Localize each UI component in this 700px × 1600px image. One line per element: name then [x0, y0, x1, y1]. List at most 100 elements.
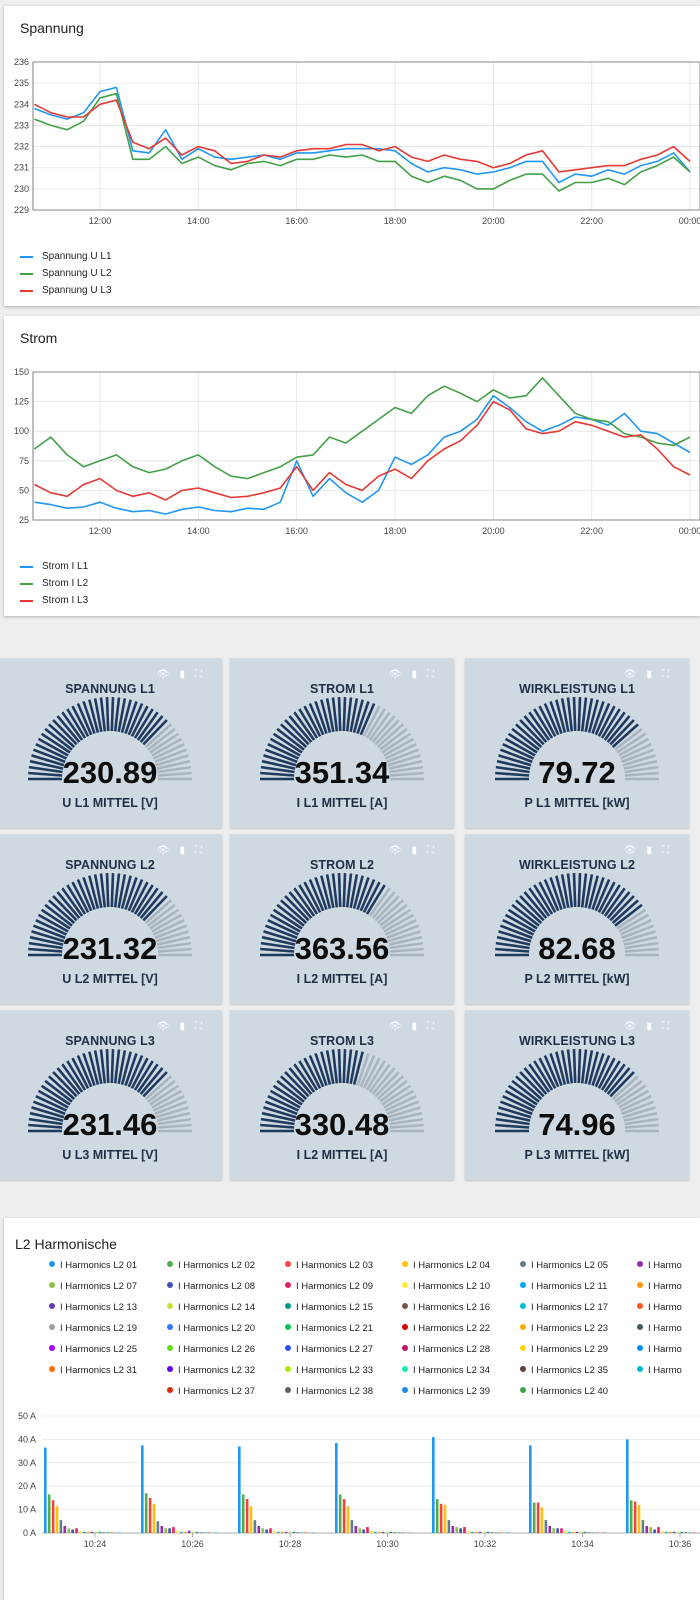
harmonics-legend-item[interactable]: I Harmonics L2 32 [167, 1365, 255, 1376]
harmonics-legend-item[interactable]: I Harmonics L2 26 [167, 1344, 255, 1355]
gauge-value: 231.32 [62, 931, 158, 966]
harmonics-legend-item[interactable]: I Harmonics L2 35 [520, 1365, 608, 1376]
harmonics-legend-item[interactable]: I Harmonics L2 07 [49, 1281, 137, 1292]
gauge-tick [376, 723, 404, 748]
eye-icon[interactable]: 👁 [156, 669, 180, 680]
harmonics-legend-item[interactable]: I Harmonics L2 15 [285, 1302, 373, 1313]
legend-item[interactable]: Strom I L2 [20, 575, 88, 592]
fullscreen-icon[interactable]: ⛶ [662, 669, 679, 680]
harmonics-legend-item[interactable]: I Harmonics L2 14 [167, 1302, 255, 1313]
harmonics-legend-item[interactable]: I Harmonics L2 03 [285, 1260, 373, 1271]
harmonics-legend-item[interactable]: I Harmonics L2 16 [402, 1302, 490, 1313]
fullscreen-icon[interactable]: ⛶ [427, 1021, 444, 1032]
harmonics-legend-item[interactable]: I Harmonics L2 20 [167, 1323, 255, 1334]
gauge-tick [603, 887, 626, 917]
gauge-tick [566, 697, 574, 732]
harmonics-legend-item[interactable]: I Harmonics L2 09 [285, 1281, 373, 1292]
harmonics-legend-item[interactable]: I Harmonics L2 31 [49, 1365, 137, 1376]
harmonic-bar [118, 1532, 121, 1533]
gauge-tick [376, 1075, 404, 1100]
harmonics-legend-item[interactable]: I Harmonics L2 27 [285, 1344, 373, 1355]
eye-icon[interactable]: 👁 [623, 845, 647, 856]
harmonics-legend-item[interactable]: I Harmonics L2 22 [402, 1323, 490, 1334]
harmonics-legend-item[interactable]: I Harmonics L2 19 [49, 1323, 137, 1334]
harmonics-legend-item[interactable]: I Harmonics L2 05 [520, 1260, 608, 1271]
pdf-icon[interactable]: ▮ [646, 1021, 662, 1032]
harmonic-bar [443, 1504, 447, 1533]
harmonics-legend-item[interactable]: I Harmo [637, 1344, 682, 1355]
harmonics-legend-item[interactable]: I Harmo [637, 1281, 682, 1292]
harmonics-legend-item[interactable]: I Harmonics L2 28 [402, 1344, 490, 1355]
gauge-tick [621, 748, 655, 764]
harmonics-legend-item[interactable]: I Harmonics L2 34 [402, 1365, 490, 1376]
pdf-icon[interactable]: ▮ [411, 669, 427, 680]
legend-item[interactable]: Spannung U L2 [20, 265, 112, 282]
fullscreen-icon[interactable]: ⛶ [662, 845, 679, 856]
harmonic-bar [110, 1532, 113, 1533]
gauge-tick [264, 924, 298, 940]
harmonics-legend-item[interactable]: I Harmonics L2 21 [285, 1323, 373, 1334]
legend-item[interactable]: Spannung U L1 [20, 248, 112, 265]
harmonic-bar [579, 1531, 583, 1533]
harmonics-legend-item[interactable]: I Harmo [637, 1302, 682, 1313]
harmonics-legend-item[interactable]: I Harmonics L2 33 [285, 1365, 373, 1376]
harmonics-legend-item[interactable]: I Harmo [637, 1323, 682, 1334]
gauge-tick [587, 699, 599, 733]
eye-icon[interactable]: 👁 [623, 669, 647, 680]
gauge-tick [298, 884, 319, 915]
harmonics-legend-item[interactable]: I Harmonics L2 13 [49, 1302, 137, 1313]
legend-item[interactable]: Spannung U L3 [20, 282, 112, 299]
eye-icon[interactable]: 👁 [388, 845, 412, 856]
gauge-tick [495, 1117, 530, 1126]
gauge-tick [584, 698, 594, 733]
legend-item[interactable]: Strom I L3 [20, 592, 88, 609]
harmonic-bar [261, 1528, 264, 1533]
pdf-icon[interactable]: ▮ [411, 845, 427, 856]
gauge-tick [389, 771, 424, 777]
gauge-tick [288, 891, 313, 919]
harmonics-legend-item[interactable]: I Harmonics L2 23 [520, 1323, 608, 1334]
fullscreen-icon[interactable]: ⛶ [195, 845, 212, 856]
eye-icon[interactable]: 👁 [623, 1021, 647, 1032]
harmonics-legend-item[interactable]: I Harmonics L2 40 [520, 1386, 608, 1397]
pdf-icon[interactable]: ▮ [179, 669, 195, 680]
fullscreen-icon[interactable]: ⛶ [427, 669, 444, 680]
gauge-tick [152, 919, 185, 936]
harmonics-legend-item[interactable]: I Harmonics L2 38 [285, 1386, 373, 1397]
harmonics-legend-item[interactable]: I Harmonics L2 39 [402, 1386, 490, 1397]
harmonics-legend-item[interactable]: I Harmonics L2 17 [520, 1302, 608, 1313]
pdf-icon[interactable]: ▮ [646, 845, 662, 856]
gauge-tick [519, 719, 545, 746]
harmonics-legend-item[interactable]: I Harmonics L2 25 [49, 1344, 137, 1355]
harmonics-legend-item[interactable]: I Harmonics L2 04 [402, 1260, 490, 1271]
gauge-tick [117, 874, 127, 909]
legend-item[interactable]: Strom I L1 [20, 558, 88, 575]
fullscreen-icon[interactable]: ⛶ [195, 1021, 212, 1032]
pdf-icon[interactable]: ▮ [179, 1021, 195, 1032]
fullscreen-icon[interactable]: ⛶ [662, 1021, 679, 1032]
gauge-tick [155, 930, 189, 943]
harmonics-legend-item[interactable]: I Harmonics L2 02 [167, 1260, 255, 1271]
pdf-icon[interactable]: ▮ [411, 1021, 427, 1032]
harmonics-legend-item[interactable]: I Harmonics L2 29 [520, 1344, 608, 1355]
eye-icon[interactable]: 👁 [156, 845, 180, 856]
harmonics-legend-item[interactable]: I Harmonics L2 11 [520, 1281, 607, 1292]
harmonics-legend-item[interactable]: I Harmo [637, 1365, 682, 1376]
gauge-tick [93, 874, 103, 909]
legend-label: Spannung U L2 [42, 268, 112, 279]
pdf-icon[interactable]: ▮ [646, 669, 662, 680]
eye-icon[interactable]: 👁 [156, 1021, 180, 1032]
harmonics-legend-item[interactable]: I Harmonics L2 01 [49, 1260, 137, 1271]
fullscreen-icon[interactable]: ⛶ [195, 669, 212, 680]
pdf-icon[interactable]: ▮ [179, 845, 195, 856]
harmonics-legend-item[interactable]: I Harmonics L2 08 [167, 1281, 255, 1292]
eye-icon[interactable]: 👁 [388, 1021, 412, 1032]
harmonics-legend-item[interactable]: I Harmonics L2 10 [402, 1281, 490, 1292]
harmonics-legend-item[interactable]: I Harmonics L2 37 [167, 1386, 255, 1397]
harmonic-bar [207, 1532, 210, 1533]
gauge-tick [99, 697, 107, 732]
harmonics-legend-item[interactable]: I Harmo [637, 1260, 682, 1271]
fullscreen-icon[interactable]: ⛶ [427, 845, 444, 856]
legend-label: I Harmo [648, 1302, 682, 1313]
eye-icon[interactable]: 👁 [388, 669, 412, 680]
